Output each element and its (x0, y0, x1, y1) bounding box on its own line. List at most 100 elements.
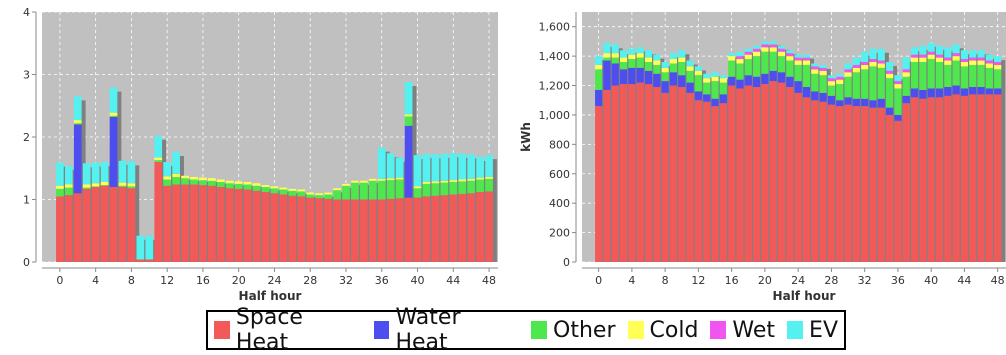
bar-segment (761, 84, 769, 262)
bar-segment (127, 186, 136, 189)
bar-segment (861, 64, 869, 70)
bar-segment (669, 85, 678, 262)
bar-segment (861, 106, 869, 262)
bar-segment (653, 64, 661, 74)
bar-segment (811, 91, 819, 101)
bar-segment (216, 187, 225, 262)
legend-item: Other (531, 317, 616, 343)
bar-segment (994, 88, 1002, 95)
bar-segment (802, 97, 811, 262)
bar-segment (777, 72, 786, 83)
bar-segment (894, 114, 902, 121)
bar-segment (669, 53, 678, 60)
bar-shadow (319, 197, 328, 262)
bar-segment (91, 162, 100, 184)
bar-segment (208, 180, 216, 186)
bar-segment (944, 57, 952, 61)
bar-segment (678, 50, 686, 58)
bar-segment (225, 180, 234, 184)
bar-segment (431, 195, 440, 262)
bar-segment (440, 180, 449, 183)
bar-segment (440, 182, 449, 196)
bar-shadow (640, 51, 648, 263)
bar-shadow (212, 182, 220, 262)
bar-segment (118, 160, 127, 183)
bar-segment (368, 180, 377, 200)
bar-shadow (815, 67, 823, 263)
bar-segment (728, 85, 736, 262)
bar-shadow (417, 159, 426, 262)
bar-segment (786, 56, 794, 61)
bar-segment (297, 196, 306, 262)
bar-segment (603, 53, 611, 58)
bar-segment (595, 106, 603, 262)
bar-segment (877, 48, 885, 61)
bar-shadow (998, 60, 1006, 262)
bar-segment (653, 87, 661, 262)
bar-segment (852, 64, 860, 68)
bar-segment (64, 195, 73, 262)
bar-segment (324, 198, 332, 262)
bar-segment (368, 199, 377, 262)
bar-segment (719, 82, 727, 95)
bar-segment (869, 100, 877, 108)
bar-segment (413, 197, 422, 262)
bar-segment (449, 194, 458, 262)
bar-segment (969, 60, 977, 65)
bar-segment (163, 162, 172, 177)
bar-segment (902, 72, 910, 77)
bar-segment (877, 107, 885, 263)
bar-segment (611, 85, 619, 262)
bar-segment (386, 178, 395, 181)
bar-shadow (158, 139, 167, 262)
bar-segment (440, 195, 449, 262)
bar-segment (886, 78, 894, 108)
bar-segment (172, 173, 180, 177)
bar-segment (467, 178, 476, 181)
bar-segment (985, 63, 993, 68)
bar-segment (844, 63, 852, 70)
bar-segment (56, 196, 64, 262)
bar-shadow (77, 100, 86, 262)
bar-shadow (346, 187, 354, 262)
bar-segment (611, 44, 619, 54)
bar-segment (422, 196, 431, 262)
bar-shadow (453, 157, 462, 262)
bar-segment (703, 94, 711, 102)
bar-segment (919, 54, 927, 58)
bar-segment (769, 41, 777, 45)
bar-segment (225, 188, 234, 262)
bar-segment (404, 114, 413, 117)
y-tick-label: 4 (23, 6, 30, 19)
bar-segment (719, 94, 727, 104)
bar-segment (969, 57, 977, 61)
bar-segment (136, 259, 145, 262)
x-tick-label: 0 (56, 274, 63, 287)
bar-segment (628, 67, 636, 85)
bar-segment (118, 187, 127, 262)
legend-label: Other (553, 317, 616, 343)
bar-segment (886, 62, 894, 71)
bar-shadow (68, 169, 77, 262)
bar-segment (952, 56, 960, 61)
x-tick-label: 36 (891, 274, 905, 287)
bar-segment (422, 153, 431, 182)
y-tick-label: 800 (549, 138, 570, 151)
bar-segment (611, 57, 619, 64)
bar-segment (985, 88, 993, 95)
bar-segment (669, 72, 678, 86)
bar-shadow (657, 58, 665, 262)
bar-segment (728, 56, 736, 61)
y-tick-label: 1 (23, 194, 30, 207)
x-tick-label: 44 (957, 274, 971, 287)
bar-shadow (790, 54, 798, 263)
bar-segment (73, 120, 82, 124)
bar-segment (694, 66, 702, 71)
bar-segment (786, 50, 794, 54)
bar-segment (711, 106, 719, 262)
bar-segment (761, 41, 769, 45)
bar-segment (852, 106, 860, 262)
bar-segment (252, 183, 261, 186)
bar-segment (127, 161, 136, 184)
bar-segment (172, 184, 180, 262)
